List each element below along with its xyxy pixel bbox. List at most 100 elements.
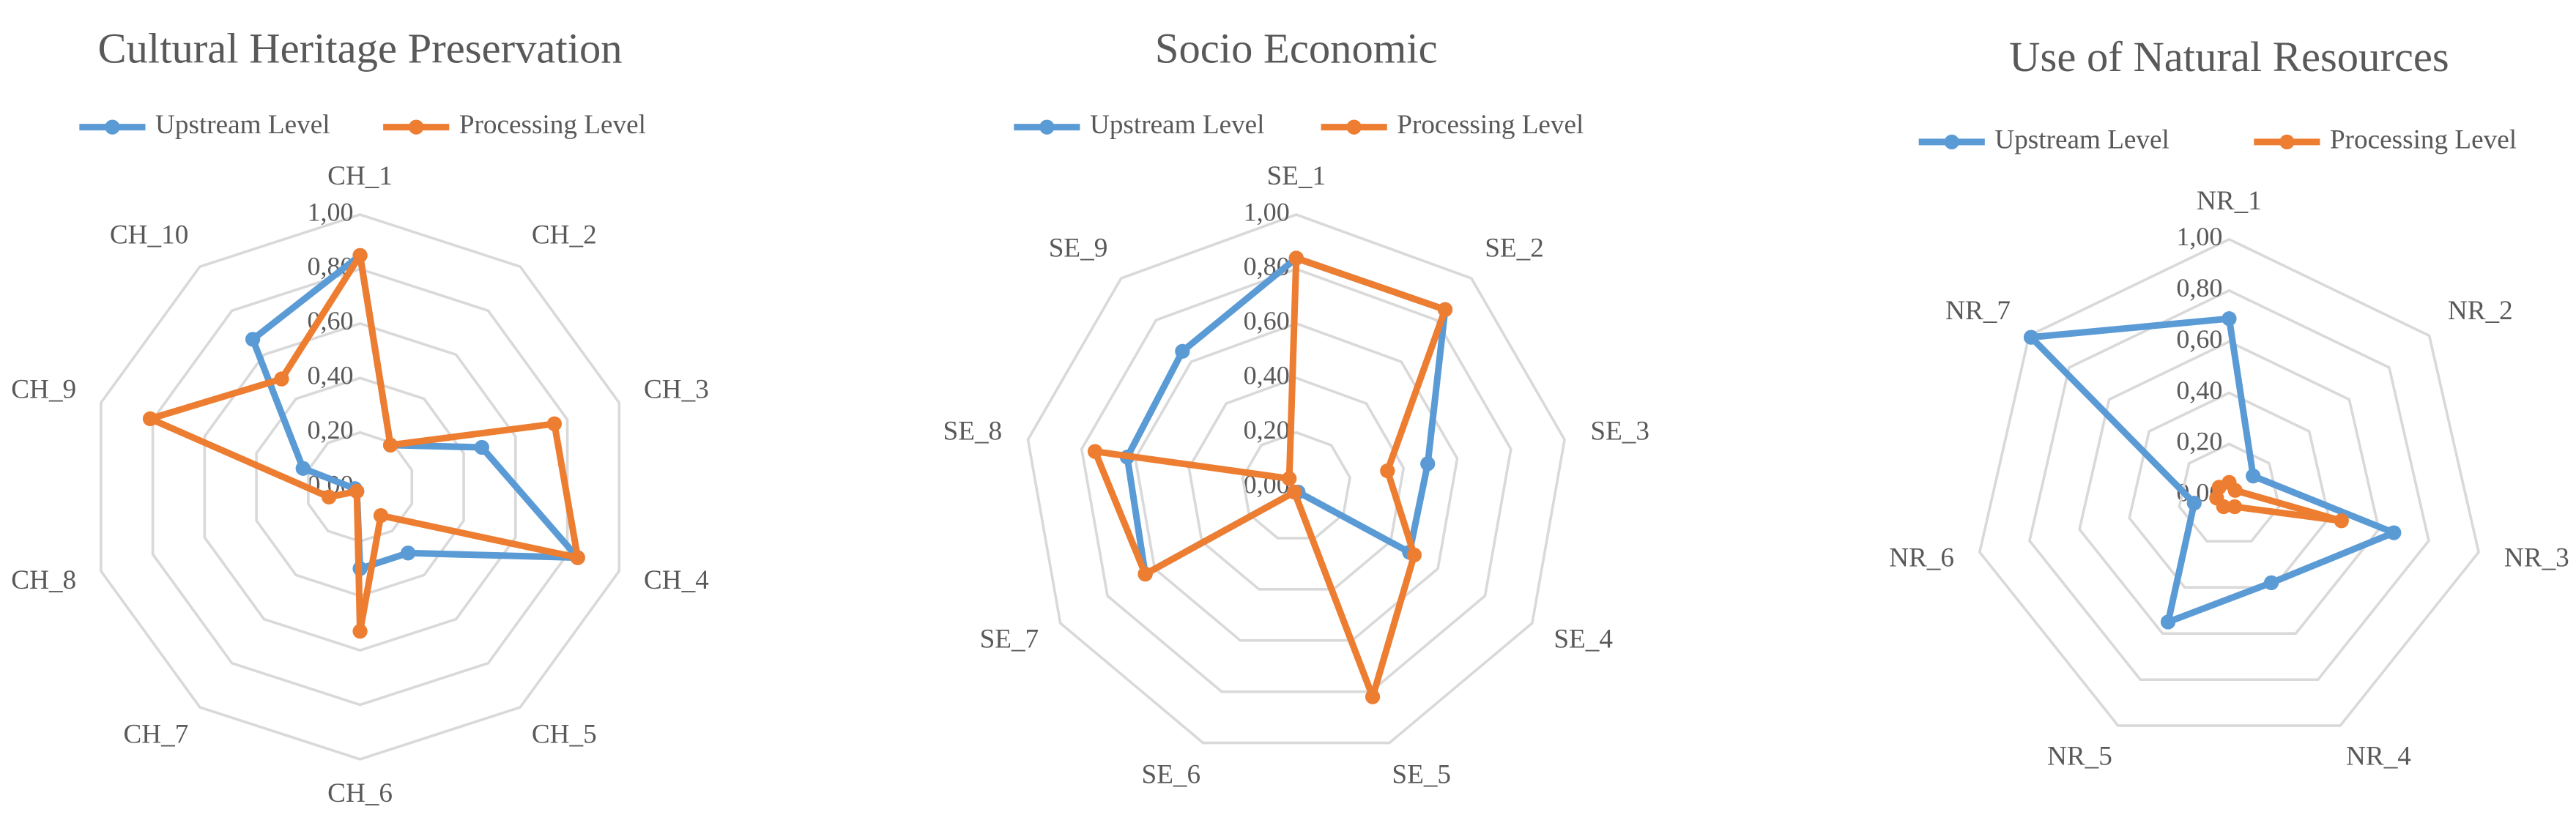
axis-label: CH_7 [123,720,188,750]
series-marker [2263,575,2279,591]
series-marker [321,489,337,504]
radar-chart: Use of Natural Resources0,000,200,400,60… [1889,33,2569,771]
series-marker [1380,463,1395,479]
series-marker [2023,329,2039,345]
grid-ring [151,267,569,707]
axis-label: SE_1 [1266,161,1326,191]
series-marker [1175,343,1190,359]
axis-label: CH_5 [532,720,597,750]
tick-label: 0,20 [1244,415,1290,444]
grid-ring [203,321,517,652]
series-marker [2246,469,2261,484]
legend-label: Upstream Level [1994,124,2169,154]
axis-label: SE_3 [1590,416,1649,446]
series-marker [1087,444,1103,459]
series-marker [2334,513,2349,529]
grid-ring [2027,288,2430,681]
grid-ring [1026,213,1566,745]
grid-ring [1241,431,1351,540]
grid-ring [1978,237,2481,727]
legend-label: Processing Level [2330,124,2517,154]
series-marker [295,461,311,476]
tick-label: 1,00 [307,197,353,226]
chart-title: Use of Natural Resources [2009,33,2449,81]
tick-label: 0,80 [2176,273,2222,302]
axis-label: NR_6 [1889,543,1954,573]
radar-chart: Cultural Heritage Preservation0,000,200,… [11,25,709,809]
series-marker [352,247,368,263]
series-marker [2160,614,2176,630]
series-marker [2211,480,2227,495]
series-marker [2221,311,2237,327]
axis-label: SE_6 [1142,760,1201,790]
legend-marker [409,119,424,135]
axis-label: SE_9 [1049,234,1108,264]
legend-label: Upstream Level [155,110,330,140]
tick-label: 0,60 [1244,306,1290,335]
radar-chart: Socio Economic0,000,200,400,600,801,00SE… [943,25,1649,790]
legend-marker [1944,134,1959,150]
axis-label: CH_1 [327,161,393,191]
axis-label: NR_5 [2047,741,2112,771]
series-line [2027,315,2397,625]
axis-label: NR_4 [2346,741,2411,771]
tick-label: 0,40 [1244,361,1290,390]
axis-label: CH_2 [532,220,597,250]
axis-label: CH_6 [327,778,393,808]
axis-label: NR_3 [2504,543,2569,573]
axis-label: NR_7 [1945,296,2011,326]
series-marker [2227,499,2243,515]
axis-label: CH_3 [644,374,709,404]
series-marker [546,416,563,431]
axis-label: SE_2 [1485,234,1544,264]
series-marker [401,545,416,561]
tick-label: 0,20 [307,415,353,444]
grid-ring [1134,321,1459,642]
series-marker [1406,547,1422,563]
tick-label: 1,00 [2176,222,2222,251]
tick-label: 0,40 [2176,376,2222,405]
legend-label: Processing Level [1397,110,1584,140]
grid-ring [2178,442,2281,543]
series-marker [382,437,398,453]
axis-label: NR_1 [2197,186,2262,216]
tick-label: 0,60 [2176,324,2222,354]
series-marker [1137,566,1153,582]
series-marker [1282,471,1297,486]
tick-label: 0,40 [307,361,353,390]
axis-label: CH_10 [110,220,188,250]
chart-title: Socio Economic [1155,25,1438,72]
grid-ring [2128,391,2331,589]
series-marker [2227,483,2243,498]
series-marker [142,411,158,427]
series-marker [373,507,389,524]
axis-label: SE_7 [980,624,1039,654]
grid-ring [2078,340,2380,635]
legend-marker [1346,119,1362,135]
series-marker [474,439,489,455]
legend-marker [2279,134,2295,150]
series-marker [2186,496,2202,511]
legend-label: Processing Level [459,110,646,140]
series-line [1091,255,1449,701]
series-marker [1437,302,1453,317]
axis-label: NR_2 [2448,296,2513,326]
series-marker [1365,689,1381,704]
axis-label: SE_4 [1554,624,1613,654]
grid-ring [100,213,621,761]
grid-ring [1187,376,1406,591]
series-marker [245,332,261,347]
legend-label: Upstream Level [1090,110,1265,140]
series-marker [2386,525,2402,540]
series-marker [1287,484,1302,500]
series-marker [352,624,368,639]
legend-marker [1039,119,1055,135]
axis-label: CH_8 [11,565,76,595]
series-marker [274,371,289,387]
tick-label: 0,20 [2176,427,2222,456]
legend-marker [105,119,120,135]
axis-label: SE_8 [943,416,1003,446]
chart-title: Cultural Heritage Preservation [98,25,623,72]
grid-ring [1080,267,1512,693]
